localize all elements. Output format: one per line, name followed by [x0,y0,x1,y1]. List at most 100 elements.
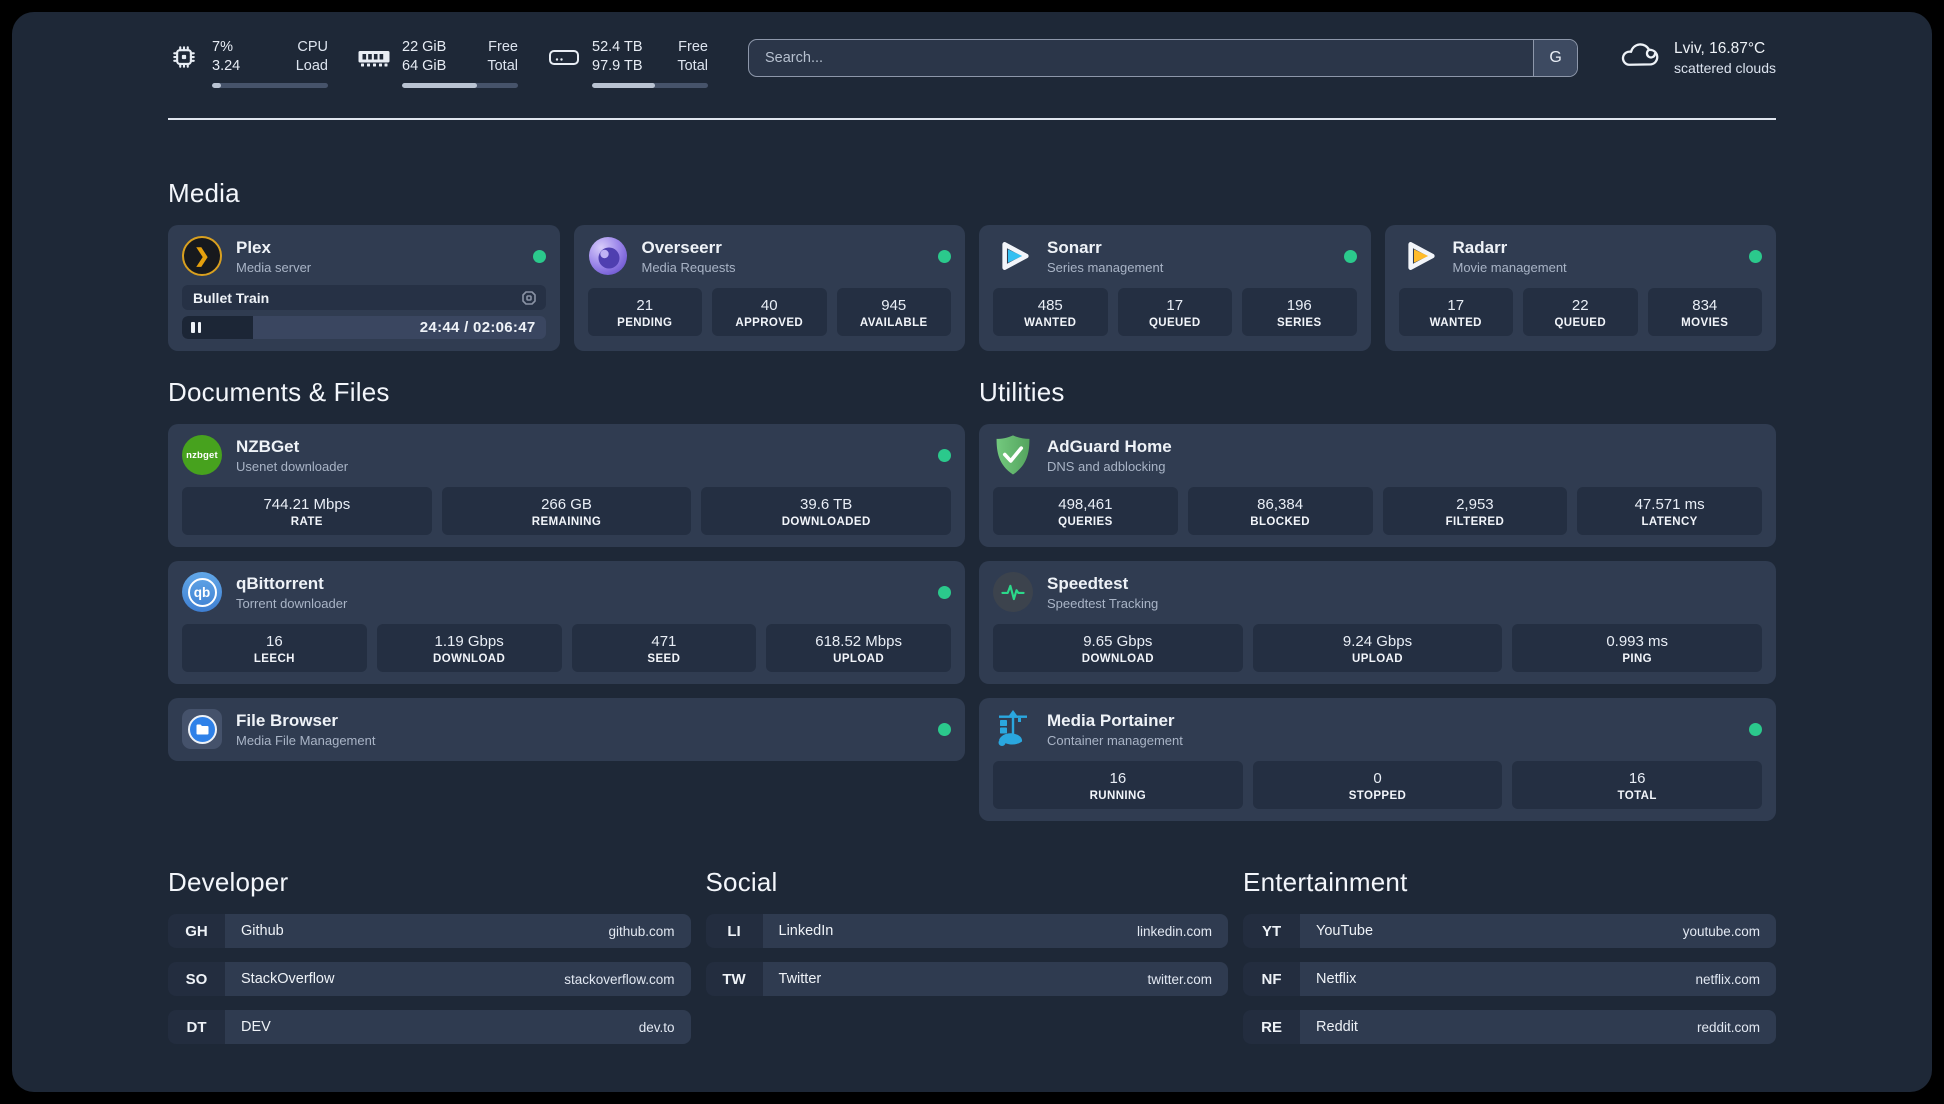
app-description: Speedtest Tracking [1047,595,1159,611]
disk-label-top: Free [678,39,708,55]
app-card-nzbget[interactable]: nzbget NZBGet Usenet downloader 744.21 M… [168,424,965,547]
disk-icon [548,41,580,73]
bookmark-name: DEV [241,1019,271,1035]
app-description: Series management [1047,259,1164,275]
adguard-icon [993,435,1033,475]
section-title-entertainment: Entertainment [1243,867,1408,897]
bookmark-stackoverflow[interactable]: SO StackOverflow stackoverflow.com [168,962,691,996]
bookmark-dev[interactable]: DT DEV dev.to [168,1010,691,1044]
bookmark-abbr: LI [705,914,763,948]
stat-tile: 471 SEED [571,624,757,672]
weather-widget: Lviv, 16.87°C scattered clouds [1618,39,1776,77]
app-card-speedtest[interactable]: Speedtest Speedtest Tracking 9.65 Gbps DO… [979,561,1776,684]
search-input[interactable] [749,40,1534,76]
bookmark-github[interactable]: GH Github github.com [168,914,691,948]
app-card-qbittorrent[interactable]: qb qBittorrent Torrent downloader 16 LEEC… [168,561,965,684]
bookmark-youtube[interactable]: YT YouTube youtube.com [1243,914,1776,948]
cpu-progress-bar [212,83,328,88]
app-card-adguard[interactable]: AdGuard Home DNS and adblocking 498,461 Q… [979,424,1776,547]
playback-time: 24:44 / 02:06:47 [419,319,536,336]
disc-icon [521,290,537,306]
bookmark-abbr: YT [1243,914,1301,948]
stat-tile: 22 QUEUED [1523,288,1638,336]
memory-label-top: Free [488,39,518,55]
app-name: Sonarr [1047,237,1102,257]
stat-tile: 945 AVAILABLE [836,288,951,336]
bookmark-name: Netflix [1316,971,1357,987]
playback-progress-bar: 24:44 / 02:06:47 [182,316,546,339]
app-card-filebrowser[interactable]: File Browser Media File Management [168,698,965,761]
app-name: Speedtest [1047,573,1129,593]
section-social: Social LI LinkedIn linkedin.com TW Twitt… [705,867,1229,1044]
app-card-portainer[interactable]: Media Portainer Container management 16 R… [979,698,1776,821]
bookmark-abbr: DT [168,1010,225,1044]
qbittorrent-icon: qb [182,572,222,612]
stat-tile: 485 WANTED [993,288,1108,336]
disk-total: 97.9 TB [592,58,643,74]
status-dot [938,585,951,599]
cpu-load-value: 3.24 [212,58,241,74]
cpu-usage: 7% [212,39,233,55]
radarr-icon [1399,236,1439,276]
memory-progress-bar [402,83,518,88]
stat-tile: 618.52 Mbps UPLOAD [766,624,951,672]
weather-location-temp: Lviv, 16.87°C [1674,40,1766,57]
now-playing-title: Bullet Train [193,289,270,306]
stat-tile: 744.21 Mbps RATE [182,487,432,535]
bookmark-abbr: RE [1243,1010,1301,1044]
disk-free: 52.4 TB [592,39,643,55]
stat-tile: 498,461 QUERIES [993,487,1178,535]
section-utilities: Utilities [979,377,1776,821]
app-card-plex[interactable]: ❯ Plex Media server Bullet Train [168,225,560,351]
cpu-label-bottom: Load [295,58,328,74]
portainer-icon [993,709,1033,749]
stat-tile: 40 APPROVED [712,288,827,336]
pause-icon[interactable] [191,322,201,333]
bookmark-abbr: TW [705,962,763,996]
app-card-radarr[interactable]: Radarr Movie management 17 WANTED 22 QUEUE… [1384,225,1776,351]
app-description: DNS and adblocking [1047,458,1166,474]
stat-tile: 21 PENDING [587,288,702,336]
bookmark-reddit[interactable]: RE Reddit reddit.com [1243,1010,1776,1044]
stat-tile: 834 MOVIES [1647,288,1762,336]
status-dot [1343,249,1357,263]
memory-stat: 22 GiB 64 GiB Free Total [358,38,518,88]
app-description: Media Requests [641,259,736,275]
bookmark-abbr: SO [168,962,225,996]
section-title-social: Social [705,867,778,897]
bookmark-url: youtube.com [1682,923,1760,939]
app-card-overseerr[interactable]: Overseerr Media Requests 21 PENDING 40 APP… [573,225,965,351]
app-description: Torrent downloader [236,595,348,611]
app-card-sonarr[interactable]: Sonarr Series management 485 WANTED 17 QUE… [979,225,1371,351]
section-title-developer: Developer [168,867,289,897]
app-name: Media Portainer [1047,710,1175,730]
stat-tile: 196 SERIES [1242,288,1357,336]
bookmark-twitter[interactable]: TW Twitter twitter.com [705,962,1229,996]
search-bar: G [748,39,1579,77]
memory-label-bottom: Total [487,58,518,74]
now-playing-title-row: Bullet Train [182,285,546,310]
bookmark-linkedin[interactable]: LI LinkedIn linkedin.com [705,914,1229,948]
bookmark-url: linkedin.com [1136,923,1213,939]
cloud-icon [1618,40,1660,77]
app-name: qBittorrent [236,573,324,593]
section-title-utilities: Utilities [979,377,1065,407]
status-dot [938,448,951,462]
stat-tile: 86,384 BLOCKED [1187,487,1373,535]
section-documents: Documents & Files nzbget NZBGet Usenet d… [168,377,965,821]
search-engine-button[interactable]: G [1533,40,1578,76]
sonarr-icon [993,236,1033,276]
app-name: Radarr [1452,237,1508,257]
status-dot [532,249,546,263]
bookmark-netflix[interactable]: NF Netflix netflix.com [1243,962,1776,996]
bookmark-url: github.com [608,923,675,939]
nzbget-icon: nzbget [182,435,222,475]
bookmark-name: LinkedIn [778,923,834,939]
app-name: File Browser [236,710,339,730]
disk-label-bottom: Total [677,58,708,74]
stat-tile: 266 GB REMAINING [441,487,692,535]
disk-stat: 52.4 TB 97.9 TB Free Total [548,38,708,88]
stat-tile: 1.19 Gbps DOWNLOAD [376,624,562,672]
filebrowser-icon [182,709,222,749]
stat-tile: 9.24 Gbps UPLOAD [1252,624,1503,672]
